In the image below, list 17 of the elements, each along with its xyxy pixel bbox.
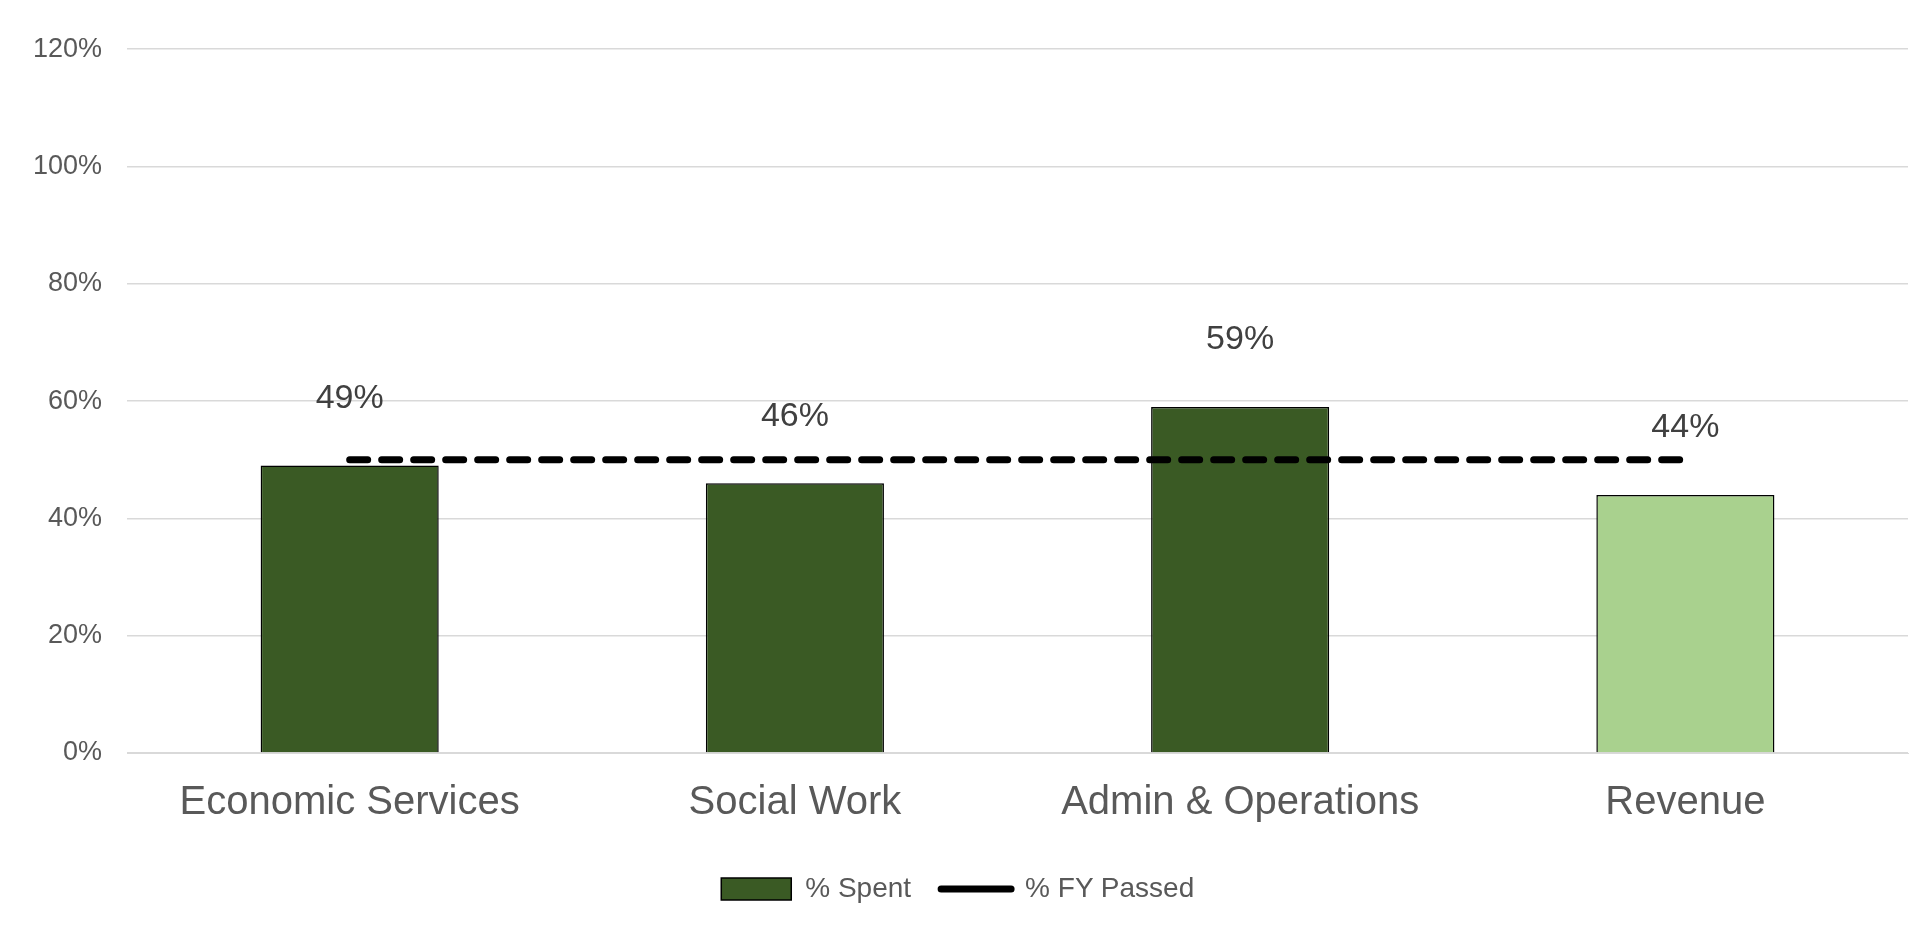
- legend-label: % Spent: [805, 871, 912, 903]
- x-tick-label: Social Work: [688, 778, 903, 823]
- data-label: 49%: [315, 376, 384, 415]
- y-tick-label: 60%: [48, 384, 103, 415]
- y-tick-label: 100%: [32, 149, 103, 180]
- y-tick-label: 20%: [48, 619, 103, 650]
- x-tick-label: Economic Services: [179, 778, 520, 823]
- y-tick-label: 120%: [32, 32, 103, 63]
- legend-label: % FY Passed: [1025, 871, 1195, 903]
- x-tick-label: Revenue: [1605, 778, 1766, 823]
- y-tick-label: 80%: [48, 267, 103, 298]
- y-tick-label: 0%: [63, 736, 103, 767]
- y-tick-label: 40%: [48, 501, 103, 532]
- data-label: 44%: [1651, 406, 1720, 445]
- x-tick-label: Admin & Operations: [1061, 778, 1420, 823]
- data-label: 59%: [1206, 318, 1275, 357]
- data-label: 46%: [760, 394, 829, 433]
